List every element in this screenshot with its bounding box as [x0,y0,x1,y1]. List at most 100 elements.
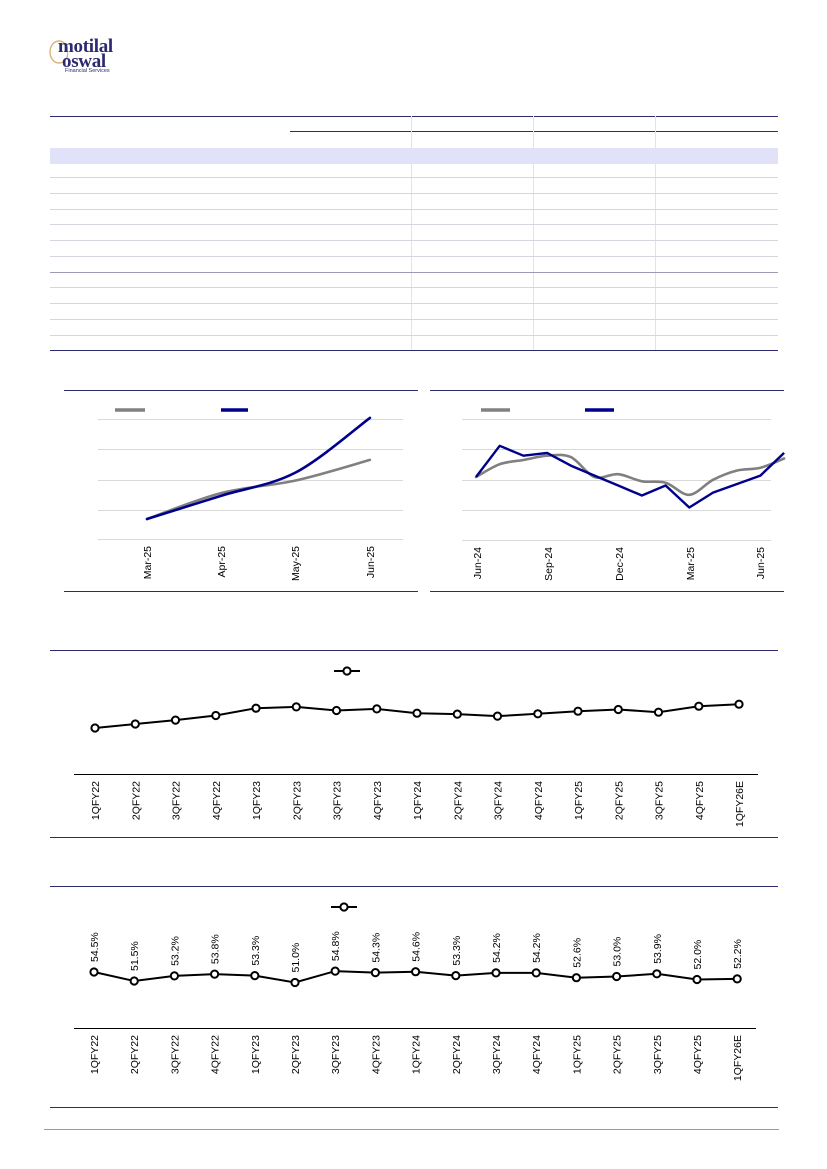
chart-4-data-point [451,971,461,981]
footer-rule [44,1129,779,1130]
chart-4-data-label: 53.3% [451,936,463,966]
chart-3-tick-label: 2QFY23 [291,781,303,820]
chart-3-data-point [372,704,382,714]
chart-2: Jun-24 Sep-24 Dec-24 Mar-25 Jun-25 [430,390,786,592]
chart-2-series [474,444,786,509]
logo-text-line1: motilal [58,36,113,57]
chart-4-tick-label: 1QFY22 [89,1035,101,1074]
chart-4-tick-label: 4QFY25 [692,1035,704,1074]
chart-4-data-label: 54.5% [89,932,101,962]
chart-4-tick-label: 3QFY23 [330,1035,342,1074]
chart-3-data-point [694,701,704,711]
chart-1-tick-label: May-25 [290,546,302,581]
chart-4-data-label: 54.6% [411,932,423,962]
chart-3-data-point [251,703,261,713]
table-column-divider [533,116,534,351]
chart-4-data-label: 52.0% [692,940,704,970]
chart-2-tick-label: Mar-25 [685,547,697,580]
chart-4-data-label: 53.0% [612,937,624,967]
chart-1-tick-label: Apr-25 [216,546,228,578]
chart-3-data-point [90,723,100,733]
chart-4-data-point [531,968,541,978]
chart-4-data-label: 52.6% [571,938,583,968]
chart-3-tick-label: 4QFY23 [372,781,384,820]
chart-4-data-point [89,967,99,977]
chart-4-tick-label: 3QFY25 [652,1035,664,1074]
chart-3-data-point [170,715,181,725]
chart-4-data-label: 53.3% [250,936,262,966]
chart-2-tick-label: Sep-24 [543,547,555,581]
chart-2-x-ticks: Jun-24 Sep-24 Dec-24 Mar-25 Jun-25 [472,547,767,581]
chart-1-tick-label: Mar-25 [142,546,154,579]
chart-3-tick-label: 3QFY23 [332,781,344,820]
chart-4-data-label: 54.2% [491,933,503,963]
chart-4-data-point [612,971,622,982]
chart-3-tick-label: 1QFY26E [734,781,746,827]
chart-4-data-point [210,969,220,979]
chart-4-data-point [411,967,421,977]
chart-1-series [145,416,372,521]
chart-2-gridlines [462,419,771,541]
chart-4-data-point [732,974,742,984]
chart-3-data-point [653,707,664,717]
chart-3-data-point [211,710,221,721]
table-row [50,272,778,273]
table-row [50,256,778,257]
chart-3-data-point [533,709,543,719]
table-row [50,209,778,210]
chart-3-tick-label: 3QFY22 [171,781,183,820]
chart-4-tick-label: 2QFY25 [612,1035,624,1074]
table-row [50,240,778,241]
chart-1-x-ticks: Mar-25 Apr-25 May-25 Jun-25 [142,546,377,581]
table-row [50,303,778,304]
chart-3-x-ticks: 1QFY22 2QFY22 3QFY22 4QFY22 1QFY23 2QFY23 3QFY… [90,781,746,827]
chart-4-data-label: 51.0% [290,943,302,973]
chart-4-legend-key [331,902,357,912]
chart-2-series-line [474,453,786,497]
chart-1-tick-label: Jun-25 [365,546,377,578]
table-row [50,319,778,320]
chart-4-data-labels: 54.5% 51.5% 53.2% 53.8% 53.3% 51.0% 54.8% 54.3%… [89,931,744,972]
chart-4-data-point [250,971,260,981]
chart-4-tick-label: 3QFY24 [491,1035,503,1074]
chart-4-series [89,966,742,988]
chart-4-tick-label: 2QFY24 [451,1035,463,1074]
chart-4-tick-label: 4QFY22 [210,1035,222,1074]
chart-4-data-point [652,969,662,979]
chart-4-data-label: 54.3% [370,933,382,963]
chart-4-data-label: 53.9% [652,934,664,964]
chart-4-tick-label: 4QFY23 [370,1035,382,1074]
chart-4-tick-label: 1QFY23 [250,1035,262,1074]
chart-4-data-point [370,968,380,978]
chart-4-data-label: 53.2% [169,936,181,966]
chart-4-tick-label: 1QFY26E [732,1035,744,1081]
chart-3-tick-label: 2QFY24 [452,781,464,820]
chart-2-tick-label: Jun-24 [472,547,484,579]
chart-4-tick-label: 2QFY23 [290,1035,302,1074]
chart-3-series [90,699,744,733]
chart-3-data-point [492,711,503,721]
chart-3-data-point [573,706,583,716]
logo-swoosh-icon [49,40,68,64]
logo-subtitle: Financial Services [65,68,110,74]
chart-4-data-point [491,968,501,978]
chart-3-data-point [734,699,744,709]
chart-4-data-point [290,977,300,988]
chart-4-tick-label: 2QFY22 [129,1035,141,1074]
table-highlight-row [50,148,778,164]
chart-4-data-label: 54.2% [531,933,543,963]
chart-3-tick-label: 1QFY25 [573,781,585,820]
chart-3-data-point [130,719,140,729]
chart-3-tick-label: 4QFY25 [694,781,706,820]
chart-3-tick-label: 1QFY23 [251,781,263,820]
chart-2-tick-label: Dec-24 [614,547,626,581]
chart-4-tick-label: 3QFY22 [169,1035,181,1074]
chart-3-tick-label: 1QFY24 [412,781,424,820]
table-bottom-rule [50,350,778,351]
chart-4-data-point [692,974,702,985]
chart-3-tick-label: 2QFY25 [613,781,625,820]
chart-3-tick-label: 4QFY22 [211,781,223,820]
table-row [50,193,778,194]
logo-text-line2: oswal [62,51,106,72]
table-top-rule [50,116,778,117]
